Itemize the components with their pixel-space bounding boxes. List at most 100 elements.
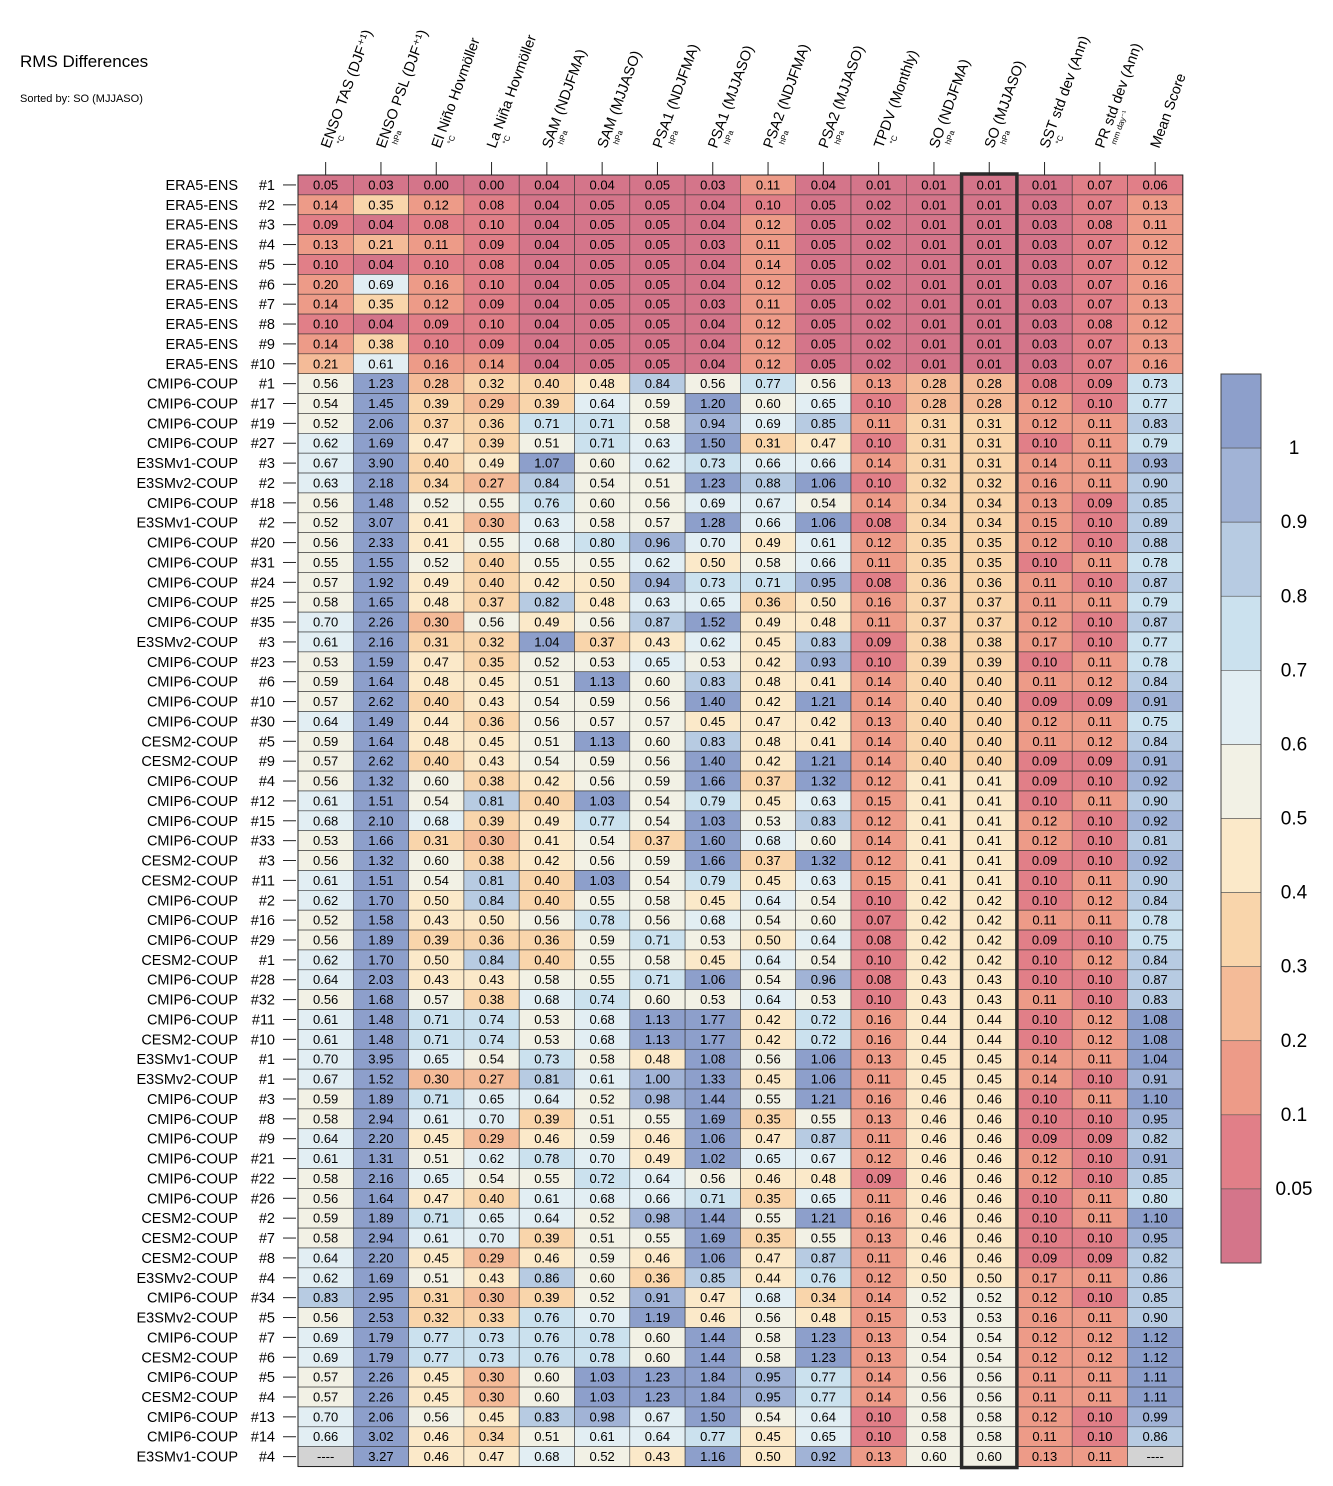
cell-value: 0.90 [1142, 1310, 1167, 1325]
cell-value: 0.27 [479, 475, 504, 490]
cell-value: 2.53 [368, 1310, 393, 1325]
cell-value: 0.04 [368, 217, 393, 232]
cell-value: 0.11 [866, 1072, 890, 1087]
row-label-id: #19 [251, 416, 275, 432]
cell-value: 0.70 [589, 1310, 614, 1325]
cell-value: 0.02 [866, 297, 891, 312]
cell-value: 0.82 [1142, 1250, 1167, 1265]
cell-value: 0.63 [645, 436, 670, 451]
row-label-model: ERA5-ENS [165, 317, 238, 333]
row-label-id: #18 [251, 496, 275, 512]
cell-value: 0.12 [1087, 674, 1112, 689]
cell-value: 0.94 [700, 416, 725, 431]
row-label-model: CESM2-COUP [141, 754, 238, 770]
cell-value: 0.07 [1087, 297, 1112, 312]
colorbar-segment [1220, 892, 1262, 967]
cell-value: 0.53 [700, 932, 725, 947]
cell-value: 0.05 [589, 217, 614, 232]
cell-value: 0.87 [811, 1131, 836, 1146]
cell-value: 0.54 [811, 495, 836, 510]
column-label: La Niña Hovmöller [484, 33, 540, 151]
cell-value: 0.53 [589, 654, 614, 669]
cell-value: 0.47 [755, 1131, 780, 1146]
cell-value: 1.52 [368, 1072, 393, 1087]
row-label-model: ERA5-ENS [165, 277, 238, 293]
cell-value: 0.29 [479, 396, 504, 411]
cell-value: 0.61 [589, 1429, 614, 1444]
cell-value: 0.14 [479, 356, 504, 371]
cell-value: 0.53 [921, 1310, 946, 1325]
cell-value: 0.47 [700, 1290, 725, 1305]
cell-value: 1.06 [700, 1131, 725, 1146]
cell-value: 0.35 [479, 654, 504, 669]
cell-value: 0.57 [313, 575, 338, 590]
cell-value: 0.30 [479, 1290, 504, 1305]
cell-value: 0.56 [424, 1409, 449, 1424]
row-label-id: #32 [251, 993, 275, 1009]
cell-value: 0.13 [313, 237, 338, 252]
cell-value: 0.50 [700, 555, 725, 570]
cell-value: 0.05 [811, 237, 836, 252]
cell-value: 0.43 [977, 992, 1002, 1007]
cell-value: 0.57 [589, 714, 614, 729]
cell-value: 0.12 [424, 297, 449, 312]
cell-value: 0.15 [866, 793, 891, 808]
cell-value: 0.59 [313, 1091, 338, 1106]
cell-value: 0.59 [645, 774, 670, 789]
cell-value: 0.30 [479, 1390, 504, 1405]
cell-value: 0.62 [645, 555, 670, 570]
cell-value: 0.61 [313, 873, 338, 888]
cell-value: 0.84 [645, 376, 670, 391]
cell-value: 0.16 [1032, 475, 1057, 490]
cell-value: 0.54 [977, 1330, 1002, 1345]
cell-value: 0.01 [977, 197, 1002, 212]
cell-value: 0.05 [645, 356, 670, 371]
cell-value: 1.03 [700, 813, 725, 828]
cell-value: 1.92 [368, 575, 393, 590]
cell-value: 0.59 [645, 396, 670, 411]
cell-value: 0.80 [1142, 1191, 1167, 1206]
cell-value: 0.09 [1032, 932, 1057, 947]
cell-value: 3.07 [368, 515, 393, 530]
cell-value: 0.58 [313, 1231, 338, 1246]
cell-value: 0.65 [811, 1191, 836, 1206]
cell-value: 0.12 [1032, 396, 1057, 411]
cell-value: 0.52 [313, 416, 338, 431]
cell-value: 0.54 [534, 694, 559, 709]
cell-value: 0.60 [645, 674, 670, 689]
cell-value: 0.31 [921, 416, 946, 431]
cell-value: 0.39 [977, 654, 1002, 669]
cell-value: 0.34 [921, 495, 946, 510]
cell-value: 0.05 [811, 277, 836, 292]
cell-value: 0.95 [1142, 1231, 1167, 1246]
cell-value: 1.11 [1143, 1390, 1167, 1405]
cell-value: 0.10 [1032, 654, 1057, 669]
cell-value: 0.31 [424, 1290, 449, 1305]
cell-value: 0.01 [921, 277, 946, 292]
cell-value: 0.40 [921, 714, 946, 729]
cell-value: 0.65 [811, 1429, 836, 1444]
cell-value: 0.55 [645, 1111, 670, 1126]
cell-value: 0.55 [313, 555, 338, 570]
cell-value: 0.62 [700, 634, 725, 649]
cell-value: 0.03 [1032, 257, 1057, 272]
cell-value: 0.94 [645, 575, 670, 590]
row-label-id: #1 [259, 953, 275, 969]
row-label-id: #8 [259, 1251, 275, 1267]
cell-value: 1.13 [645, 1032, 670, 1047]
cell-value: 1.31 [368, 1151, 393, 1166]
cell-value: 0.65 [479, 1211, 504, 1226]
cell-value: 0.13 [866, 1350, 891, 1365]
cell-value: 0.84 [1142, 734, 1167, 749]
cell-value: 2.06 [368, 416, 393, 431]
cell-value: 1.69 [368, 436, 393, 451]
row-label-id: #11 [252, 873, 275, 889]
cell-value: 0.16 [424, 356, 449, 371]
cell-value: 1.69 [700, 1231, 725, 1246]
cell-value: 0.02 [866, 257, 891, 272]
cell-value: 0.10 [1087, 853, 1112, 868]
cell-value: 0.12 [1087, 1330, 1112, 1345]
cell-value: 0.49 [755, 615, 780, 630]
cell-value: 0.87 [811, 1250, 836, 1265]
cell-value: 0.69 [368, 277, 393, 292]
